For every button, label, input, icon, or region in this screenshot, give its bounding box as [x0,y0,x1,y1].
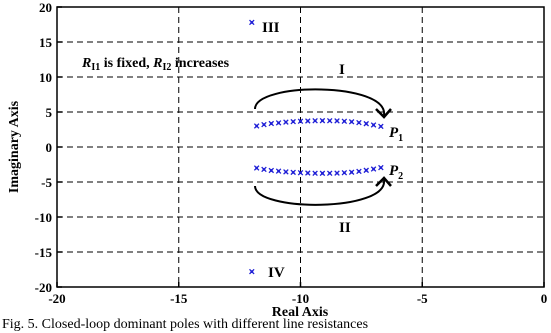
label-P1: P1 [389,125,403,144]
label-I: I [339,62,345,78]
pole-marker [334,170,340,176]
pole-marker [326,170,333,177]
condition-annotation: RI1 is fixed, RI2 increases [81,56,230,73]
pole-marker [319,117,326,124]
arrow-II-head [375,176,392,187]
y-tick-label: 20 [39,0,52,15]
pole-marker [275,120,282,126]
pole-marker [249,19,255,26]
pole-marker [283,119,289,125]
pole-marker [378,164,384,171]
axis-ticks: -20 -15 -10 -5 0 -20 -15 -10 -5 0 5 10 15 20 [35,0,548,306]
pole-marker [370,166,377,172]
pole-marker [348,119,355,125]
arrow-I-arc [254,88,386,116]
y-tick-label: -20 [35,280,52,295]
pole-marker [268,120,275,127]
y-tick-label: -10 [35,210,52,225]
pole-marker [370,122,377,128]
x-tick-label: -10 [292,291,309,306]
pole-marker [356,119,362,126]
pole-marker [305,170,311,176]
y-tick-label: 0 [46,140,53,155]
pole-marker [275,168,282,174]
pole-markers [249,19,384,275]
pole-marker [261,121,267,128]
y-tick-label: 10 [39,70,52,85]
pole-marker [297,170,304,176]
pole-marker [356,168,362,175]
label-III: III [262,20,280,36]
pole-marker [363,167,370,174]
arrow-II-arc [254,179,386,206]
pole-marker [283,169,289,175]
pole-marker [249,268,255,275]
pole-marker [253,123,260,129]
y-tick-label: 5 [46,105,53,120]
arrow-I-head [375,108,392,119]
pole-marker [363,120,370,127]
figure-caption: Fig. 5. Closed-loop dominant poles with … [2,317,369,332]
x-axis-label: Real Axis [272,305,329,318]
root-locus-chart: -20 -15 -10 -5 0 -20 -15 -10 -5 0 5 10 15 20 Real Axi… [7,0,548,318]
pole-marker [297,118,304,124]
pole-marker [341,118,348,124]
pole-marker [378,123,384,130]
pole-marker [348,169,355,175]
pole-marker [253,165,260,171]
pole-marker [261,166,267,173]
label-P2: P2 [389,163,403,182]
grid-lines [57,7,544,287]
pole-marker [290,169,296,176]
y-tick-label: 15 [39,35,53,50]
x-tick-label: -20 [48,291,65,306]
pole-marker [341,170,348,176]
label-II: II [339,220,351,236]
pole-marker [268,167,275,174]
pole-marker [334,118,340,124]
annotation-arrows [254,88,392,206]
label-IV: IV [268,265,285,281]
y-tick-label: -5 [41,175,52,190]
x-tick-label: -5 [417,291,428,306]
pole-marker [305,118,311,124]
pole-marker [312,117,318,124]
x-tick-label: -15 [170,291,188,306]
y-axis-label: Imaginary Axis [7,100,22,193]
pole-marker [326,117,333,124]
y-tick-label: -15 [35,245,53,260]
pole-marker [319,170,326,177]
pole-marker [290,118,296,125]
pole-marker [312,170,318,177]
x-tick-label: 0 [541,291,548,306]
